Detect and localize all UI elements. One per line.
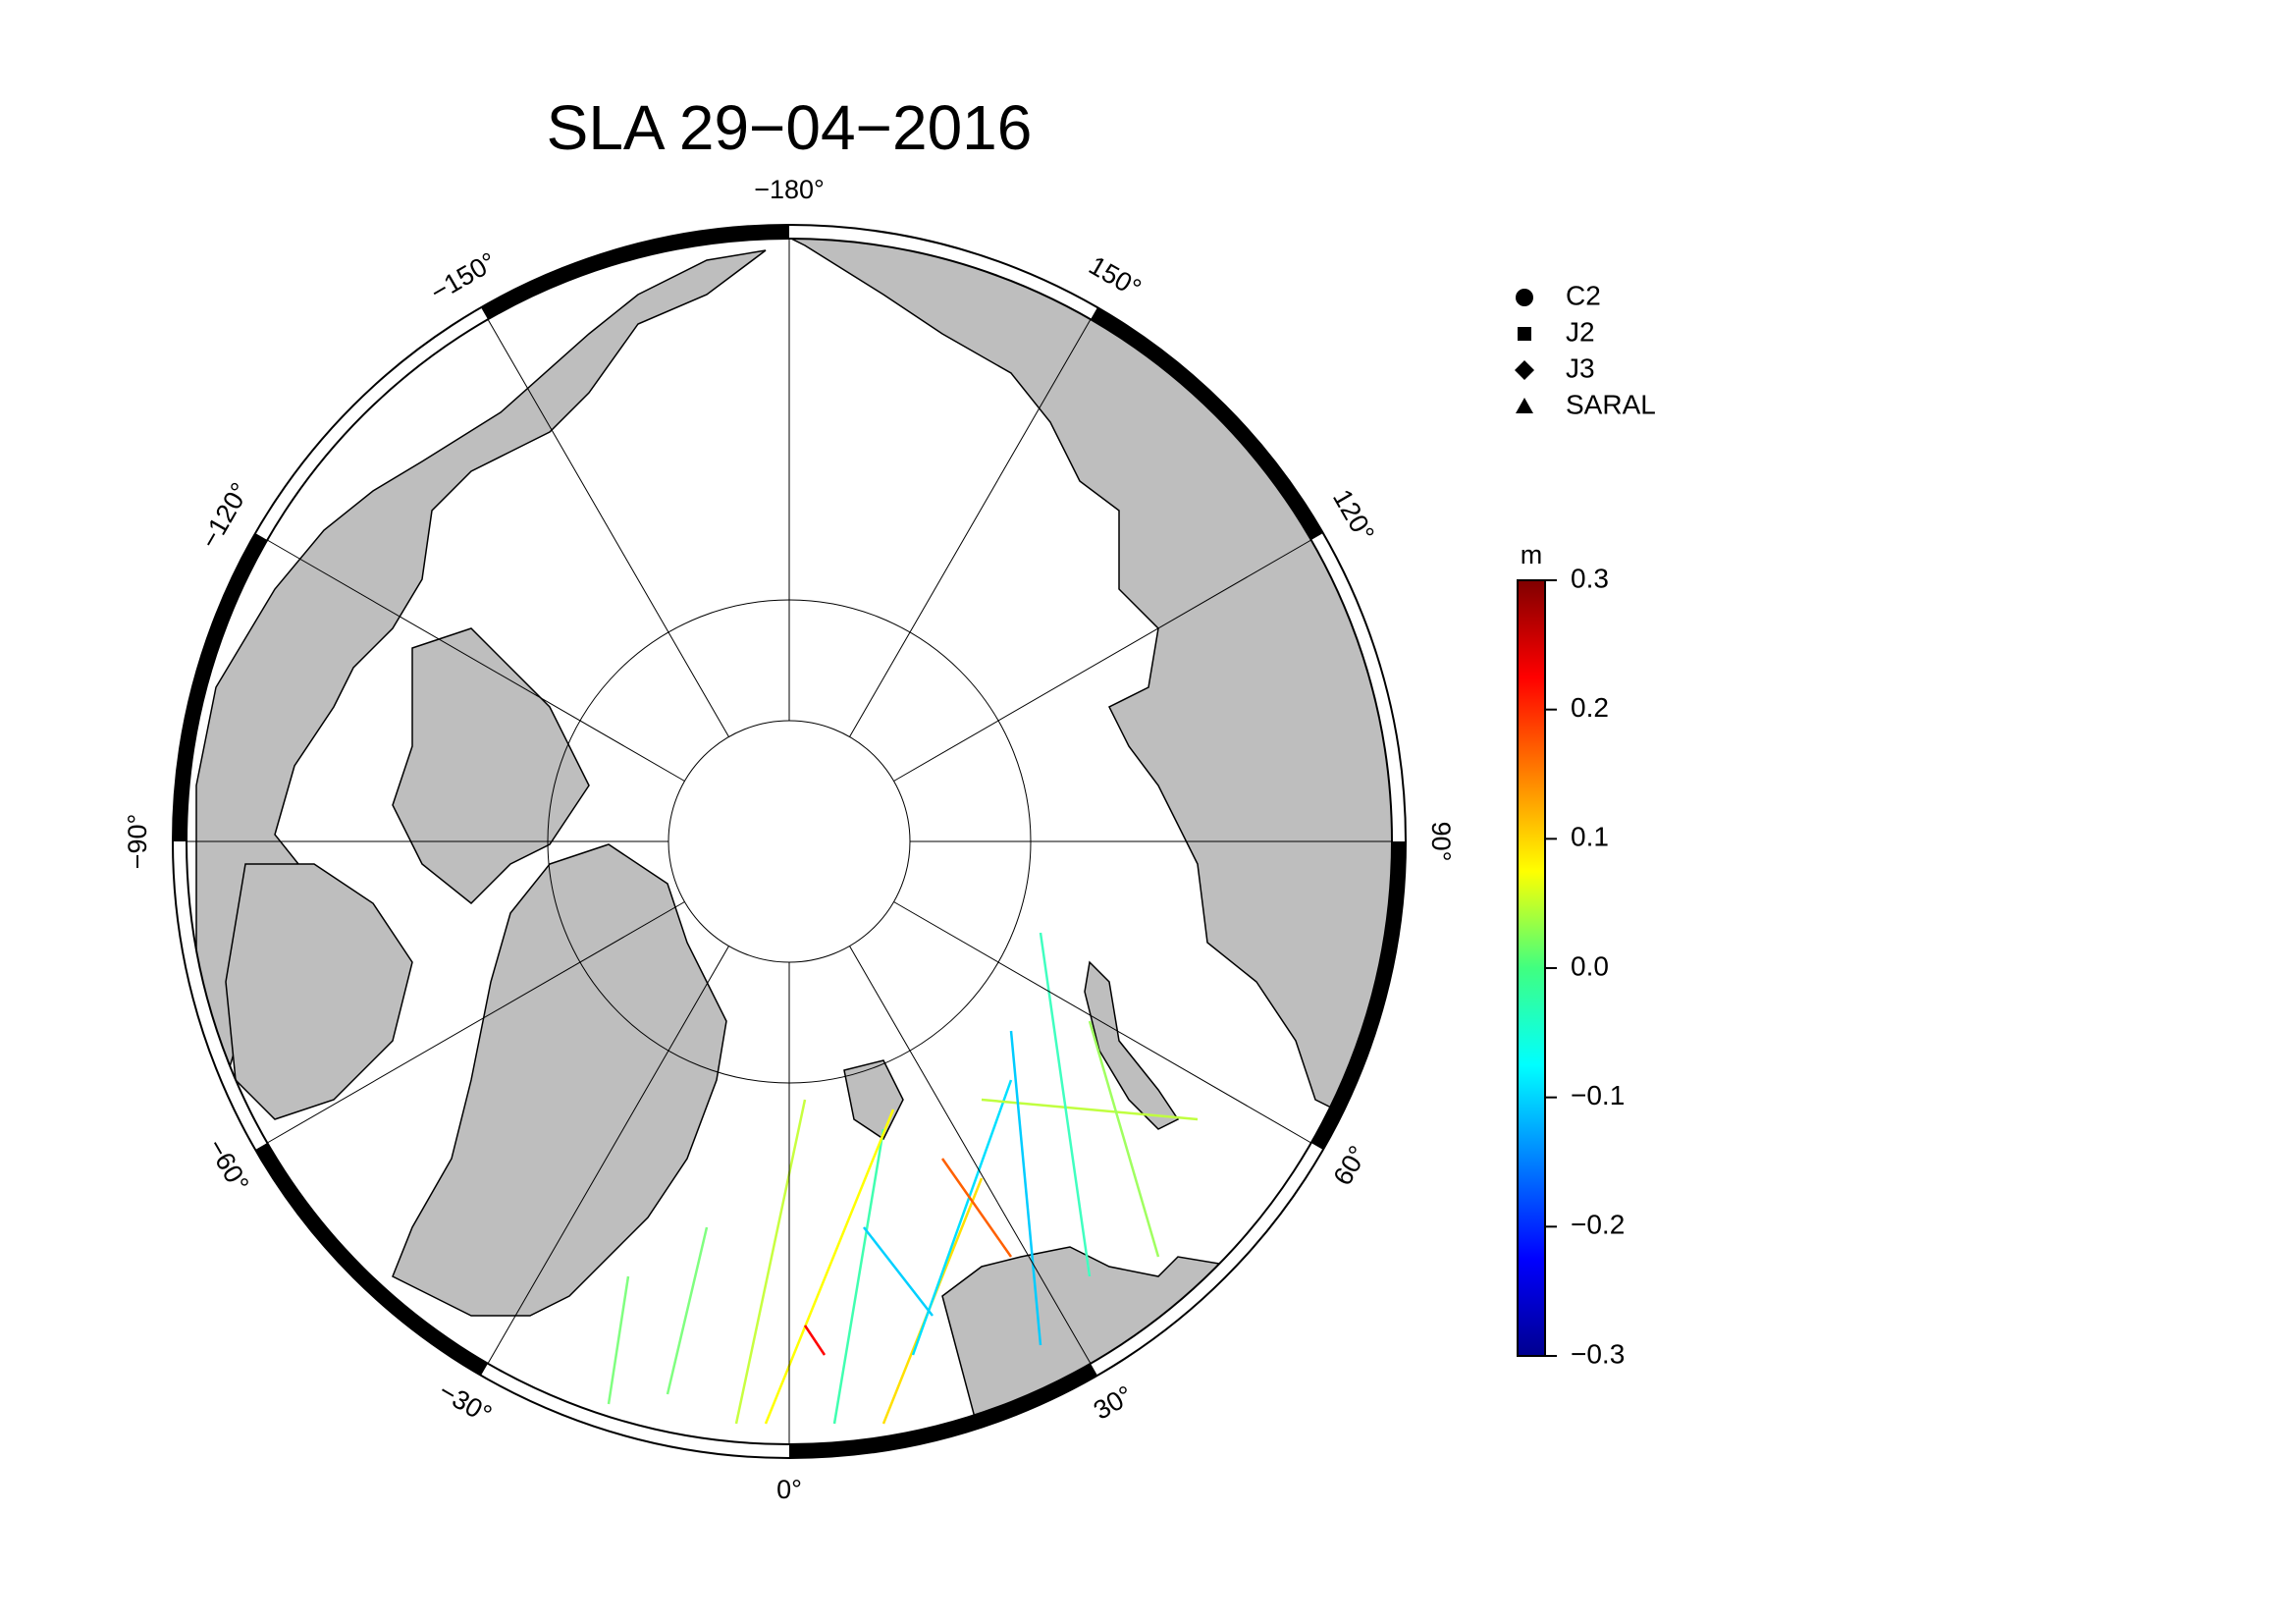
frame-segment bbox=[481, 225, 790, 320]
meridian bbox=[893, 901, 1311, 1144]
altimetry-tracks bbox=[607, 932, 1199, 1425]
longitude-label: −60° bbox=[201, 1134, 254, 1197]
legend-marker bbox=[1515, 360, 1534, 380]
legend-label: J3 bbox=[1566, 352, 1595, 383]
colorbar-tick-label: −0.2 bbox=[1571, 1210, 1625, 1240]
meridian bbox=[267, 539, 685, 782]
track bbox=[940, 1158, 1013, 1258]
colorbar-tick-label: −0.3 bbox=[1571, 1338, 1625, 1369]
longitude-label: −150° bbox=[426, 246, 502, 307]
map-title: SLA 29−04−2016 bbox=[547, 92, 1033, 163]
colorbar-unit: m bbox=[1521, 540, 1543, 569]
longitude-label: −120° bbox=[194, 478, 255, 554]
longitude-label: 150° bbox=[1084, 250, 1146, 303]
track bbox=[1039, 932, 1092, 1277]
legend-label: SARAL bbox=[1566, 389, 1656, 419]
colorbar: m 0.3 0.2 0.1 0.0 −0.1 −0.2 −0.3 bbox=[1517, 540, 1625, 1369]
parallel bbox=[667, 720, 911, 963]
legend-marker bbox=[1516, 398, 1533, 413]
frame-segment bbox=[173, 533, 268, 842]
greenland bbox=[392, 843, 727, 1317]
longitude-label: −90° bbox=[123, 814, 152, 870]
longitude-label: 120° bbox=[1327, 484, 1380, 546]
longitude-label: −30° bbox=[434, 1377, 497, 1430]
meridian bbox=[849, 946, 1092, 1364]
track bbox=[1009, 1030, 1042, 1346]
colorbar-tick-label: 0.0 bbox=[1571, 950, 1609, 981]
legend-label: J2 bbox=[1566, 316, 1595, 347]
legend-label: C2 bbox=[1566, 280, 1601, 310]
longitude-label: 30° bbox=[1089, 1380, 1138, 1425]
track bbox=[666, 1226, 709, 1395]
track bbox=[764, 1109, 895, 1425]
meridian bbox=[267, 901, 685, 1144]
track bbox=[911, 1079, 1013, 1356]
baffin bbox=[225, 863, 413, 1120]
frame-segment bbox=[788, 1363, 1097, 1458]
track bbox=[832, 1128, 885, 1425]
meridian bbox=[487, 946, 729, 1364]
legend-marker bbox=[1516, 289, 1533, 306]
frame-segment bbox=[255, 1142, 489, 1376]
colorbar-ramp bbox=[1517, 579, 1546, 1357]
meridian bbox=[893, 539, 1311, 782]
longitude-label: 90° bbox=[1426, 822, 1456, 862]
meridian bbox=[849, 319, 1092, 737]
meridian bbox=[487, 319, 729, 737]
novaya-zemlya bbox=[1084, 960, 1180, 1130]
colorbar-tick-label: 0.2 bbox=[1571, 692, 1609, 723]
longitude-label: 60° bbox=[1327, 1141, 1372, 1190]
track bbox=[863, 1226, 934, 1317]
track bbox=[734, 1099, 807, 1425]
svalbard bbox=[843, 1059, 904, 1141]
frame-segment bbox=[1090, 307, 1323, 541]
longitude-label: 0° bbox=[776, 1475, 802, 1504]
colorbar-tick-label: 0.1 bbox=[1571, 822, 1609, 852]
track bbox=[1088, 1020, 1160, 1258]
track bbox=[803, 1325, 827, 1356]
legend-marker bbox=[1518, 327, 1531, 341]
legend: C2 J2 J3 SARAL bbox=[1515, 280, 1656, 419]
frame-segment bbox=[1310, 840, 1406, 1150]
colorbar-tick-label: −0.1 bbox=[1571, 1080, 1625, 1110]
track bbox=[607, 1275, 630, 1405]
colorbar-tick-label: 0.3 bbox=[1571, 563, 1609, 593]
longitude-label: −180° bbox=[754, 175, 825, 204]
